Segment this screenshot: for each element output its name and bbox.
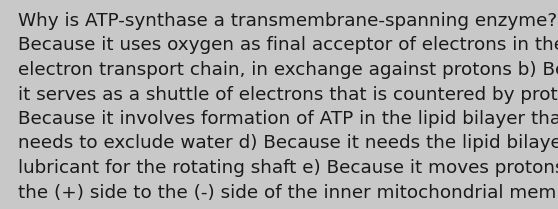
Text: lubricant for the rotating shaft e) Because it moves protons from: lubricant for the rotating shaft e) Beca… <box>18 159 558 177</box>
Text: the (+) side to the (-) side of the inner mitochondrial membrane: the (+) side to the (-) side of the inne… <box>18 184 558 201</box>
Text: electron transport chain, in exchange against protons b) Because: electron transport chain, in exchange ag… <box>18 61 558 79</box>
Text: Because it uses oxygen as final acceptor of electrons in the: Because it uses oxygen as final acceptor… <box>18 37 558 55</box>
Text: it serves as a shuttle of electrons that is countered by protons c): it serves as a shuttle of electrons that… <box>18 85 558 103</box>
Text: needs to exclude water d) Because it needs the lipid bilayer as: needs to exclude water d) Because it nee… <box>18 135 558 153</box>
Text: Because it involves formation of ATP in the lipid bilayer that: Because it involves formation of ATP in … <box>18 110 558 128</box>
Text: Why is ATP-synthase a transmembrane-spanning enzyme? a): Why is ATP-synthase a transmembrane-span… <box>18 12 558 30</box>
